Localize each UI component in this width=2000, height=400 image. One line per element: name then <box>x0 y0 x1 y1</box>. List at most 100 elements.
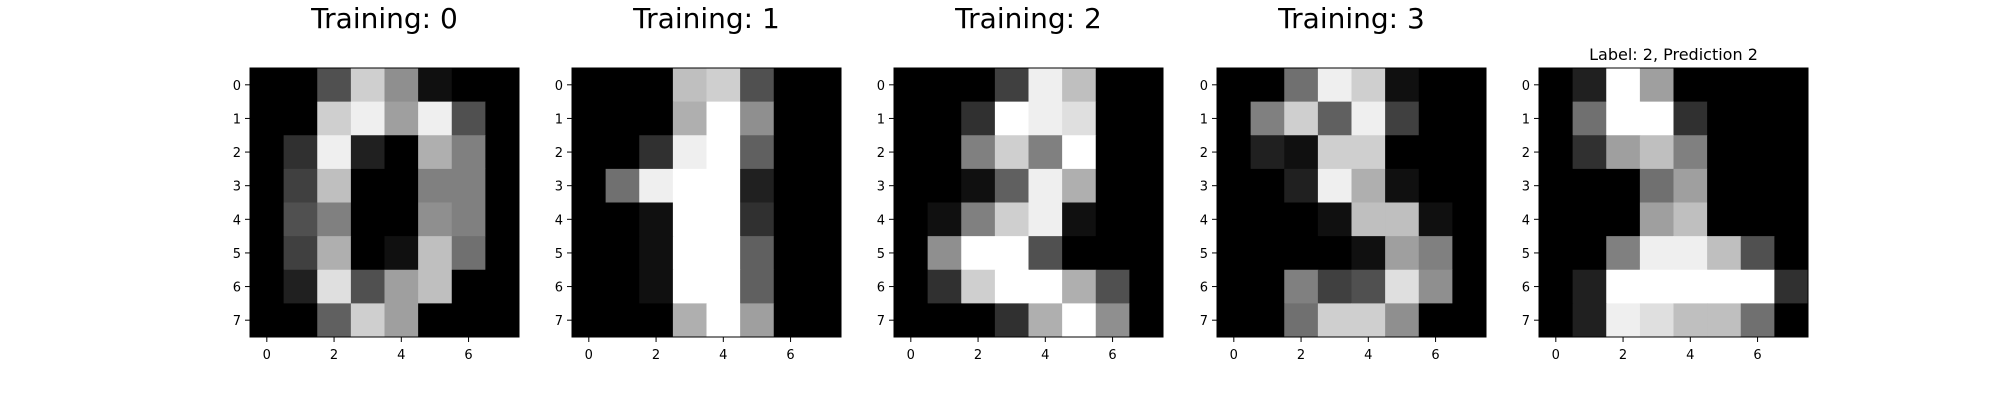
pixel-cell <box>672 168 708 204</box>
pixel-cell <box>418 269 453 304</box>
pixel-cell <box>1740 269 1775 304</box>
y-tick-label: 0 <box>233 79 241 94</box>
pixel-cell <box>961 236 996 271</box>
pixel-cell <box>250 236 285 271</box>
pixel-cell <box>350 303 386 338</box>
pixel-cell <box>1129 135 1164 170</box>
pixel-cell <box>1452 135 1487 170</box>
pixel-cell <box>1351 168 1386 204</box>
pixel-cell <box>1639 168 1675 204</box>
pixel-cell <box>1707 269 1742 304</box>
y-tick-label: 1 <box>1522 112 1530 127</box>
pixel-cell <box>706 135 741 170</box>
pixel-cell <box>927 135 962 170</box>
pixel-cell <box>1418 168 1453 204</box>
pixel-cell <box>1572 101 1607 136</box>
pixel-cell <box>961 135 996 170</box>
y-tick-label: 4 <box>1522 213 1530 228</box>
pixel-cell <box>672 202 708 237</box>
pixel-cell <box>1639 135 1675 170</box>
y-tick-label: 1 <box>1200 112 1208 127</box>
pixel-cell <box>451 269 486 304</box>
pixel-cell <box>927 101 962 136</box>
pixel-cell <box>1129 101 1164 136</box>
pixel-cell <box>283 236 318 271</box>
pixel-cell <box>894 168 929 204</box>
pixel-cell <box>1217 202 1252 237</box>
pixel-cell <box>1740 135 1775 170</box>
pixel-cell <box>1351 135 1386 170</box>
pixel-cell <box>451 202 486 237</box>
pixel-cell <box>1317 303 1353 338</box>
pixel-cell <box>1317 101 1353 136</box>
pixel-cell <box>1028 101 1063 136</box>
pixel-cell <box>1095 269 1130 304</box>
pixel-cell <box>1028 202 1063 237</box>
y-tick-label: 7 <box>877 314 885 329</box>
pixel-cell <box>1418 202 1453 237</box>
pixel-cell <box>350 135 386 170</box>
pixel-cell <box>994 68 1030 103</box>
y-tick-label: 4 <box>233 213 241 228</box>
pixel-cell <box>1452 168 1487 204</box>
panel-title: Label: 2, Prediction 2 <box>1589 45 1758 64</box>
y-tick-label: 2 <box>877 146 885 161</box>
pixel-cell <box>1351 236 1386 271</box>
pixel-cell <box>1250 101 1285 136</box>
x-tick-label: 6 <box>1108 348 1116 363</box>
pixel-cell <box>1740 236 1775 271</box>
pixel-cell <box>927 303 962 338</box>
pixel-cell <box>1028 68 1063 103</box>
pixel-cell <box>706 68 741 103</box>
pixel-cell <box>1539 236 1574 271</box>
pixel-cell <box>1572 68 1607 103</box>
pixel-cell <box>1606 269 1641 304</box>
pixel-cell <box>1418 269 1453 304</box>
pixel-cell <box>451 135 486 170</box>
pixel-cell <box>961 101 996 136</box>
pixel-cell <box>418 101 453 136</box>
pixel-cell <box>1418 101 1453 136</box>
digit-panel-4: Label: 2, Prediction 2 0 1 2 3 4 5 6 7 0 2 4 6 <box>1522 45 1809 363</box>
pixel-cell <box>1351 202 1386 237</box>
pixel-cell <box>384 101 419 136</box>
y-tick-label: 3 <box>233 180 241 195</box>
pixel-cell <box>1129 236 1164 271</box>
pixel-cell <box>773 202 808 237</box>
pixel-cell <box>384 269 419 304</box>
pixel-cell <box>1740 168 1775 204</box>
pixel-cell <box>994 202 1030 237</box>
pixel-cell <box>1774 202 1809 237</box>
pixel-cell <box>1385 303 1420 338</box>
y-tick-label: 4 <box>555 213 563 228</box>
pixel-cell <box>1028 135 1063 170</box>
pixel-cell <box>1673 236 1708 271</box>
pixel-cell <box>1452 269 1487 304</box>
pixel-cell <box>961 68 996 103</box>
y-tick-label: 6 <box>555 281 563 296</box>
pixel-cell <box>572 168 607 204</box>
pixel-cell <box>283 168 318 204</box>
pixel-cell <box>1095 68 1130 103</box>
pixel-cell <box>1639 202 1675 237</box>
y-tick-label: 0 <box>555 79 563 94</box>
y-tick-label: 5 <box>1200 247 1208 262</box>
y-tick-label: 4 <box>1200 213 1208 228</box>
pixel-cell <box>1572 236 1607 271</box>
pixel-cell <box>350 101 386 136</box>
y-tick-label: 7 <box>1200 314 1208 329</box>
pixel-cell <box>894 135 929 170</box>
digit-panel-2: Training: 2 0 1 2 3 4 5 6 7 0 2 4 6 <box>877 2 1164 363</box>
y-tick-label: 2 <box>1522 146 1530 161</box>
x-tick-label: 4 <box>397 348 405 363</box>
y-tick-label: 5 <box>1522 247 1530 262</box>
pixel-cell <box>894 236 929 271</box>
pixel-cell <box>1385 135 1420 170</box>
pixel-cell <box>639 168 674 204</box>
x-tick-label: 6 <box>464 348 472 363</box>
pixel-cell <box>1317 202 1353 237</box>
pixel-cell <box>740 135 775 170</box>
pixel-cell <box>1452 236 1487 271</box>
pixel-cell <box>1250 135 1285 170</box>
pixel-cell <box>1028 269 1063 304</box>
